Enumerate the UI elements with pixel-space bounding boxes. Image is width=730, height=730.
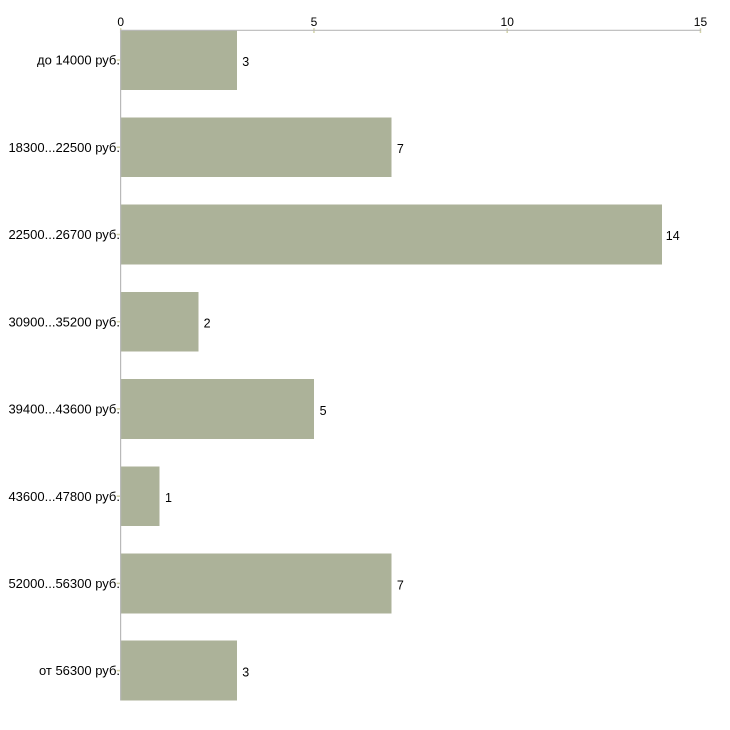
svg-text:от 56300 руб.: от 56300 руб. — [39, 663, 120, 678]
svg-text:10: 10 — [501, 15, 515, 29]
svg-text:18300...22500 руб.: 18300...22500 руб. — [8, 140, 120, 155]
svg-text:22500...26700 руб.: 22500...26700 руб. — [8, 227, 120, 242]
svg-text:5: 5 — [320, 404, 327, 418]
svg-text:30900...35200 руб.: 30900...35200 руб. — [8, 314, 120, 329]
svg-text:39400...43600 руб.: 39400...43600 руб. — [8, 402, 120, 417]
svg-text:7: 7 — [397, 578, 404, 592]
svg-text:5: 5 — [311, 15, 318, 29]
svg-text:1: 1 — [165, 491, 172, 505]
svg-text:3: 3 — [242, 666, 249, 680]
svg-text:2: 2 — [204, 317, 211, 331]
svg-text:до 14000 руб.: до 14000 руб. — [37, 53, 120, 68]
svg-text:3: 3 — [242, 55, 249, 69]
svg-text:43600...47800 руб.: 43600...47800 руб. — [8, 489, 120, 504]
svg-text:0: 0 — [117, 15, 124, 29]
svg-text:7: 7 — [397, 142, 404, 156]
svg-text:52000...56300 руб.: 52000...56300 руб. — [8, 576, 120, 591]
svg-text:15: 15 — [694, 15, 708, 29]
svg-text:14: 14 — [666, 229, 680, 243]
